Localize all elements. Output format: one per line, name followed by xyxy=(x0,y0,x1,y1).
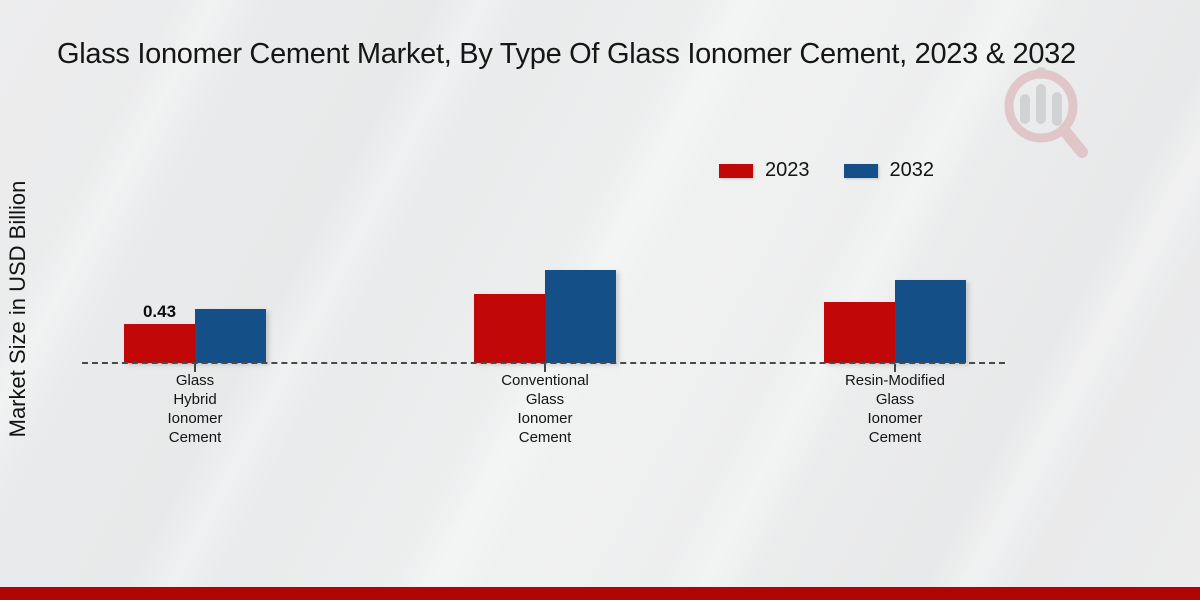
category-label: Resin-Modified Glass Ionomer Cement xyxy=(844,372,946,446)
axis-tick xyxy=(544,364,546,372)
category-label: Glass Hybrid Ionomer Cement xyxy=(167,372,223,446)
footer-accent-bar xyxy=(0,587,1200,600)
chart-title: Glass Ionomer Cement Market, By Type Of … xyxy=(57,38,1076,70)
axis-tick xyxy=(894,364,896,372)
bar-2023-category-2 xyxy=(824,302,895,363)
legend-item-2032: 2032 xyxy=(843,159,935,182)
legend-swatch-2023 xyxy=(719,163,753,178)
legend-label-2023: 2023 xyxy=(765,159,810,181)
market-research-logo-icon xyxy=(1004,67,1088,158)
legend-swatch-2032 xyxy=(843,163,878,178)
legend: 2023 2032 xyxy=(719,159,934,182)
axis-tick xyxy=(194,364,196,372)
bar-2032-category-2 xyxy=(895,280,966,363)
bar-2023-category-0 xyxy=(124,324,195,363)
legend-item-2023: 2023 xyxy=(719,159,810,182)
bar-value-label: 0.43 xyxy=(142,302,177,321)
bar-2023-category-1 xyxy=(474,294,545,363)
x-axis-baseline xyxy=(82,362,1005,364)
y-axis-label: Market Size in USD Billion xyxy=(5,180,30,438)
bar-2032-category-0 xyxy=(195,309,266,363)
legend-label-2032: 2032 xyxy=(889,159,935,181)
bar-2032-category-1 xyxy=(545,270,616,363)
category-label: Conventional Glass Ionomer Cement xyxy=(501,372,589,446)
